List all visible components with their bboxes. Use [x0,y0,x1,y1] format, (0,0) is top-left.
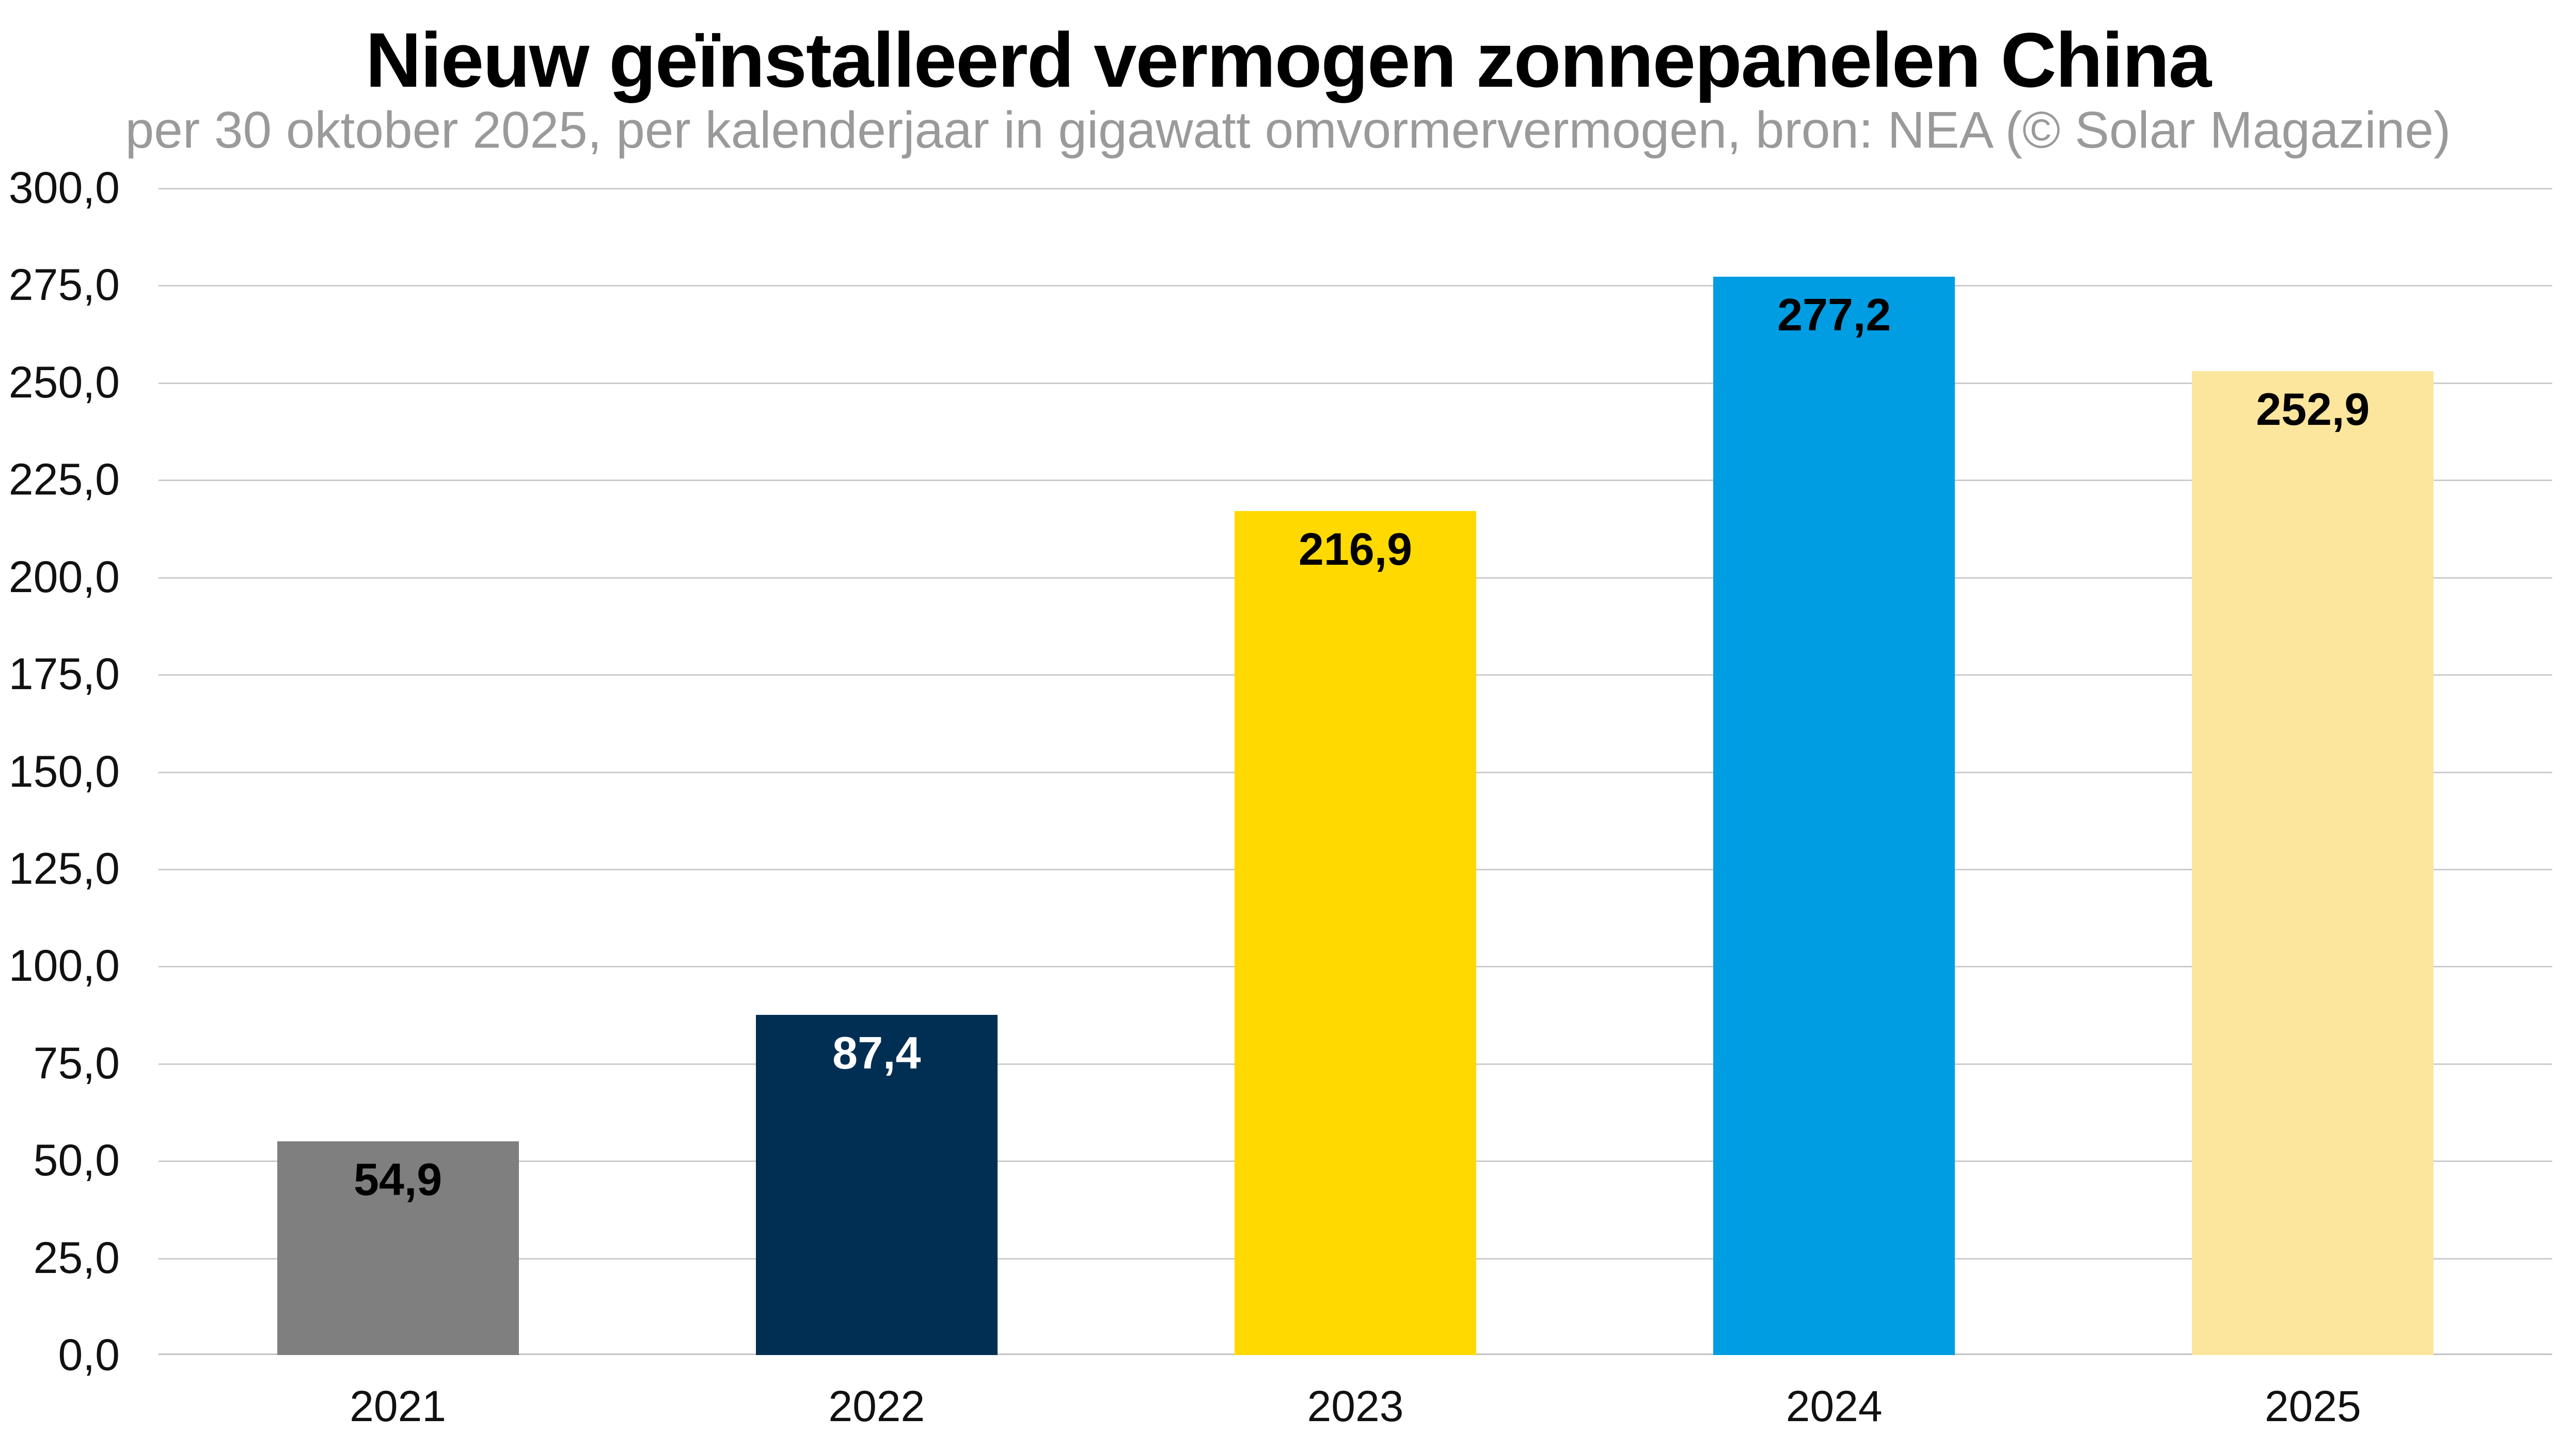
y-tick-label: 0,0 [58,1330,120,1380]
x-tick-label-2021: 2021 [350,1382,447,1430]
y-tick-label: 175,0 [8,649,120,699]
bar-value-label-2024: 277,2 [1777,289,1891,340]
chart-subtitle: per 30 oktober 2025, per kalenderjaar in… [125,101,2451,159]
bar-2025: 252,9 [2192,371,2434,1355]
chart-title: Nieuw geïnstalleerd vermogen zonnepanele… [365,17,2211,103]
gridline-225 [159,480,2552,482]
y-tick-label: 300,0 [8,163,120,213]
bar-value-label-2023: 216,9 [1298,523,1413,575]
x-tick-label-2023: 2023 [1307,1382,1404,1430]
y-tick-label: 250,0 [8,357,120,407]
y-tick-label: 50,0 [33,1136,120,1186]
gridline-250 [159,382,2552,384]
y-tick-label: 100,0 [8,941,120,991]
gridline-300 [159,188,2552,189]
y-tick-label: 275,0 [8,260,120,310]
bar-2024: 277,2 [1713,276,1955,1355]
bar-value-label-2025: 252,9 [2256,383,2370,435]
y-tick-label: 225,0 [8,455,120,505]
y-tick-label: 125,0 [8,843,120,894]
bar-value-label-2022: 87,4 [832,1027,921,1079]
y-tick-label: 200,0 [8,552,120,602]
bar-2023: 216,9 [1235,511,1476,1355]
plot-area: 0,0 25,0 50,0 75,0 100,0 125,0 150,0 175,0 200,0… [9,166,2552,1428]
y-tick-label: 150,0 [8,746,120,797]
x-tick-label-2025: 2025 [2264,1382,2361,1430]
gridline-275 [159,285,2552,287]
y-tick-label: 75,0 [33,1038,120,1088]
x-tick-label-2022: 2022 [828,1382,925,1430]
bar-value-label-2021: 54,9 [353,1154,442,1205]
bar-2021: 54,9 [277,1141,519,1355]
bar-2022: 87,4 [755,1015,998,1355]
x-tick-label-2024: 2024 [1785,1382,1883,1430]
y-tick-label: 25,0 [33,1233,120,1283]
